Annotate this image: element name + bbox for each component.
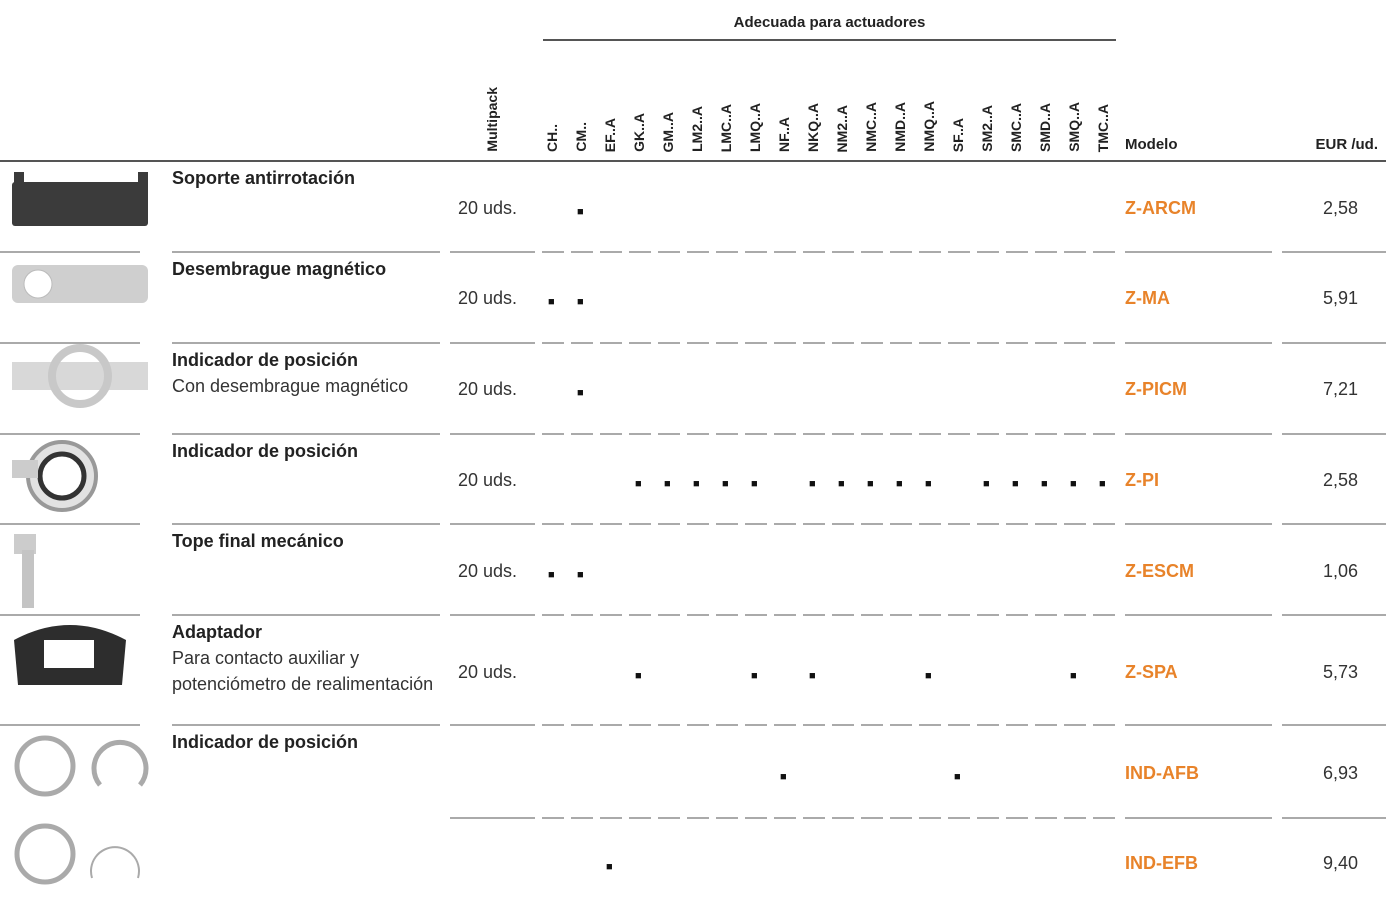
fit-mark: ■ <box>896 478 903 490</box>
image-afb <box>14 735 149 797</box>
product-subtitle: Para contacto auxiliar y potenciómetro d… <box>172 648 434 694</box>
group-title: Adecuada para actuadores <box>733 14 926 31</box>
actuator-header: NM2..A <box>834 104 850 152</box>
image-pi <box>12 440 98 512</box>
product-name: Desembrague magnético <box>172 259 387 279</box>
fit-mark: ■ <box>780 771 787 783</box>
price-header: EUR /ud. <box>1315 136 1379 153</box>
image-escm <box>14 534 36 608</box>
model: Z-PICM <box>1125 379 1187 399</box>
fit-mark: ■ <box>867 478 874 490</box>
actuator-header: SMD..A <box>1037 103 1053 152</box>
fit-mark: ■ <box>606 861 613 873</box>
product-name: Adaptador <box>172 622 262 642</box>
model: Z-SPA <box>1125 662 1178 682</box>
actuator-header: CM.. <box>573 122 589 152</box>
fit-mark: ■ <box>809 670 816 682</box>
actuator-header: LM2..A <box>689 106 705 152</box>
model: Z-PI <box>1125 470 1159 490</box>
actuator-header: NKQ..A <box>805 103 821 152</box>
fit-mark: ■ <box>635 670 642 682</box>
price: 5,91 <box>1322 288 1358 308</box>
multipack-header: Multipack <box>484 87 500 152</box>
model: Z-ARCM <box>1125 198 1196 218</box>
product-subtitle: Con desembrague magnético <box>172 376 409 396</box>
model: IND-EFB <box>1125 853 1198 873</box>
product-name: Soporte antirrotación <box>172 168 356 188</box>
price: 1,06 <box>1322 561 1358 581</box>
price: 2,58 <box>1322 198 1358 218</box>
price: 5,73 <box>1322 662 1358 682</box>
fit-mark: ■ <box>548 296 555 308</box>
actuator-header: SM2..A <box>979 105 995 152</box>
actuator-header: NMD..A <box>892 102 908 152</box>
fit-mark: ■ <box>925 478 932 490</box>
image-arcm <box>12 172 148 226</box>
actuator-header: TMC..A <box>1095 103 1111 152</box>
actuator-header: NMC..A <box>863 102 879 152</box>
fit-mark: ■ <box>693 478 700 490</box>
fit-mark: ■ <box>577 296 584 308</box>
fit-mark: ■ <box>722 478 729 490</box>
actuator-header: SMC..A <box>1008 103 1024 152</box>
model-header: Modelo <box>1125 136 1178 153</box>
fit-mark: ■ <box>751 670 758 682</box>
fit-mark: ■ <box>664 478 671 490</box>
product-name: Tope final mecánico <box>172 531 344 551</box>
fit-mark: ■ <box>577 206 584 218</box>
fit-mark: ■ <box>1041 478 1048 490</box>
image-picm <box>12 344 148 408</box>
multipack: 20 uds. <box>458 662 518 682</box>
actuator-header: NF..A <box>776 117 792 152</box>
fit-mark: ■ <box>1099 478 1106 490</box>
model: Z-MA <box>1125 288 1170 308</box>
fit-mark: ■ <box>954 771 961 783</box>
fit-mark: ■ <box>1070 478 1077 490</box>
product-name: Indicador de posición <box>172 732 359 752</box>
fit-mark: ■ <box>925 670 932 682</box>
multipack: 20 uds. <box>458 470 518 490</box>
price: 6,93 <box>1322 763 1358 783</box>
actuator-header: LMQ..A <box>747 103 763 152</box>
product-name: Indicador de posición <box>172 441 359 461</box>
fit-mark: ■ <box>838 478 845 490</box>
actuator-header: GM..A <box>660 111 676 152</box>
multipack: 20 uds. <box>458 561 518 581</box>
model: IND-AFB <box>1125 763 1199 783</box>
price: 9,40 <box>1322 853 1358 873</box>
multipack: 20 uds. <box>458 379 518 399</box>
actuator-header: SF..A <box>950 117 966 152</box>
fit-mark: ■ <box>635 478 642 490</box>
fit-mark: ■ <box>983 478 990 490</box>
image-efb <box>14 823 140 885</box>
image-ma <box>12 265 148 303</box>
multipack: 20 uds. <box>458 198 518 218</box>
actuator-header: NMQ..A <box>921 101 937 152</box>
fit-mark: ■ <box>548 569 555 581</box>
fit-mark: ■ <box>809 478 816 490</box>
model: Z-ESCM <box>1125 561 1194 581</box>
actuator-header: LMC..A <box>718 103 734 152</box>
actuator-header: CH.. <box>544 124 560 152</box>
multipack: 20 uds. <box>458 288 518 308</box>
product-name: Indicador de posición <box>172 350 359 370</box>
fit-mark: ■ <box>1070 670 1077 682</box>
actuator-header: EF..A <box>602 117 618 152</box>
price: 7,21 <box>1322 379 1358 399</box>
fit-mark: ■ <box>577 569 584 581</box>
price: 2,58 <box>1322 470 1358 490</box>
actuator-header: GK..A <box>631 113 647 152</box>
fit-mark: ■ <box>1012 478 1019 490</box>
fit-mark: ■ <box>577 387 584 399</box>
fit-mark: ■ <box>751 478 758 490</box>
actuator-header: SMQ..A <box>1066 102 1082 152</box>
image-spa <box>14 625 126 685</box>
